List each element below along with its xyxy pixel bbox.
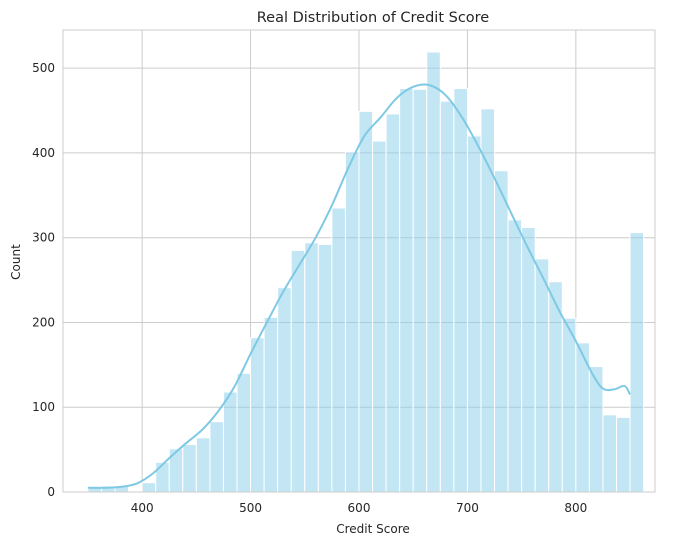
kde-line: [87, 83, 631, 489]
plot-frame: [62, 29, 656, 493]
x-tick-label: 400: [131, 501, 154, 515]
histogram-bar: [561, 317, 577, 493]
x-tick-label: 500: [239, 501, 262, 515]
x-tick-label: 800: [564, 501, 587, 515]
x-axis-label: Credit Score: [336, 522, 410, 536]
histogram-bar: [155, 461, 170, 493]
y-axis-label: Count: [9, 244, 23, 280]
histogram-bar: [507, 219, 523, 493]
histogram-bar: [277, 287, 292, 493]
histogram-bar: [399, 87, 414, 493]
y-tick-label: 100: [32, 400, 55, 414]
x-tick-labels: 400 500 600 700 800: [131, 501, 588, 515]
histogram-bar: [263, 316, 279, 493]
histogram-bar: [602, 414, 618, 493]
histogram-bar: [317, 243, 333, 493]
x-tick-label: 600: [348, 501, 371, 515]
histogram-bar: [141, 482, 157, 493]
histogram-bar: [616, 416, 631, 493]
histogram-bar: [426, 51, 441, 493]
histogram-bar: [250, 337, 265, 493]
histogram-bar: [331, 207, 346, 493]
histogram-bar: [629, 232, 645, 493]
histogram-bar: [439, 100, 455, 493]
x-tick-label: 700: [456, 501, 479, 515]
histogram-bar: [344, 151, 360, 493]
histogram-bar: [222, 391, 238, 493]
histogram-bar: [358, 110, 374, 493]
histogram-bar: [195, 437, 211, 493]
histogram-bar: [209, 421, 224, 493]
histogram-bar: [453, 87, 468, 493]
y-tick-label: 500: [32, 61, 55, 75]
plot-border: [62, 29, 656, 493]
y-tick-labels: 0 100 200 300 400 500: [32, 61, 55, 499]
histogram-bar: [534, 258, 550, 493]
histogram-bar: [412, 88, 428, 493]
histogram-bar: [385, 113, 401, 493]
histogram-bar: [290, 249, 306, 493]
y-tick-label: 400: [32, 146, 55, 160]
y-tick-label: 0: [47, 485, 55, 499]
y-tick-label: 300: [32, 231, 55, 245]
histogram-bar: [521, 227, 536, 493]
histogram-bar: [236, 372, 252, 493]
y-tick-label: 200: [32, 315, 55, 329]
histogram-bar: [466, 135, 482, 493]
histogram-bar: [304, 242, 319, 493]
histogram-bar: [182, 444, 197, 493]
chart-title: Real Distribution of Credit Score: [257, 10, 490, 26]
histogram-bar: [494, 170, 509, 493]
histogram-bar: [372, 140, 387, 493]
